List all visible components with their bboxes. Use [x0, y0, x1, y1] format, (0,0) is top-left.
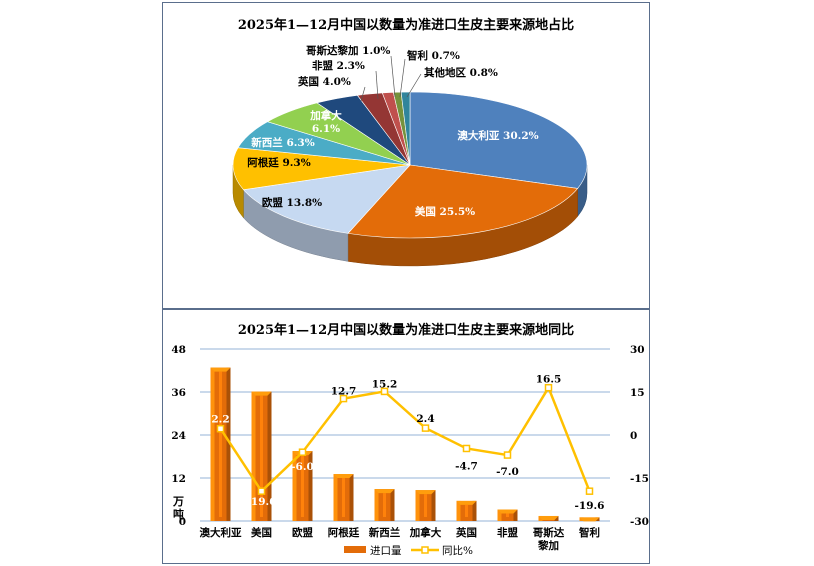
- pie-leader-line-8: [390, 55, 396, 98]
- pie-leader-line-7: [375, 70, 379, 100]
- yoy-point-4: [380, 387, 389, 396]
- yoy-point-0: [216, 424, 225, 433]
- pie-label-4: 新西兰 6.3%: [251, 136, 314, 149]
- bar-chart-title: 2025年1—12月中国以数量为准进口生皮主要来源地同比: [237, 323, 575, 338]
- pie-label-0: 澳大利亚 30.2%: [457, 129, 538, 142]
- category-label-5: 加拿大: [409, 526, 442, 539]
- pie-label-group: 澳大利亚 30.2% 美国 25.5% 欧盟 13.8% 阿根廷 9.3% 新西兰 6.…: [247, 44, 538, 218]
- yoy-point-6: [462, 444, 471, 453]
- bar-7: [497, 509, 518, 521]
- right-tick-label: 0: [630, 430, 637, 442]
- right-tick-label: 30: [630, 344, 645, 356]
- pie-label-5: 加拿大 6.1%: [309, 109, 342, 135]
- bar-line-chart: 0 12 24 36 48 -30 -15 0 15 30 万吨 2.2 -19.6 -6.0 12.7 15…: [171, 344, 649, 557]
- yoy-data-label-9: -19.6: [575, 500, 605, 512]
- yoy-line: [219, 384, 591, 494]
- yoy-point-8: [544, 383, 553, 392]
- pie-slice-2: [242, 164, 411, 234]
- category-label-6: 英国: [455, 526, 477, 539]
- yoy-data-label-2: -6.0: [291, 461, 314, 473]
- pie-label-8: 哥斯达黎加 1.0%: [306, 44, 390, 57]
- pie-top-group: [232, 91, 588, 239]
- pie-side-group: [232, 164, 588, 267]
- pie-slice-0: [409, 91, 588, 189]
- pie-chart-title: 2025年1—12月中国以数量为准进口生皮主要来源地占比: [237, 18, 575, 33]
- yoy-point-2: [298, 448, 307, 456]
- left-tick-label: 0: [179, 516, 186, 528]
- bar-2: [292, 451, 313, 521]
- yoy-data-label-6: -4.7: [455, 460, 478, 472]
- yoy-data-label-5: 2.4: [416, 413, 434, 425]
- category-label-1: 美国: [251, 526, 272, 539]
- bar-8: [538, 515, 559, 521]
- right-tick-label: -15: [630, 473, 649, 485]
- legend: 进口量 同比%: [344, 544, 473, 557]
- yoy-data-label-4: 15.2: [372, 378, 398, 390]
- pie-chart-panel: 2025年1—12月中国以数量为准进口生皮主要来源地占比 澳大利亚 30.2% 美…: [162, 2, 650, 309]
- left-tick-label: 48: [171, 344, 186, 356]
- bar-4: [374, 489, 395, 521]
- bar-series-group: [210, 367, 600, 522]
- legend-swatch-bar: [344, 546, 366, 553]
- legend-label-bar: 进口量: [370, 545, 402, 557]
- bar-line-chart-panel: 2025年1—12月中国以数量为准进口生皮主要来源地同比 0 12 24 36 48 -3…: [162, 309, 650, 564]
- right-tick-label: 15: [630, 387, 645, 399]
- category-label-7: 非盟: [497, 526, 518, 539]
- category-label-9: 智利: [578, 526, 600, 539]
- yoy-data-label-0: 2.2: [211, 414, 229, 426]
- pie-label-9: 智利 0.7%: [406, 49, 460, 62]
- bar-0: [210, 367, 231, 521]
- category-label-3: 阿根廷: [328, 526, 360, 539]
- pie-label-10: 其他地区 0.8%: [424, 66, 498, 79]
- pie-leader-line-10: [406, 73, 422, 98]
- left-tick-label: 12: [171, 473, 186, 485]
- bar-3: [333, 474, 354, 521]
- legend-label-line: 同比%: [442, 544, 473, 557]
- pie-slice-1: [347, 164, 579, 239]
- line-series-group: 2.2 -19.6 -6.0 12.7 15.2 2.4 -4.7 -7.0 16.5 -19.6: [211, 374, 604, 512]
- yoy-point-1: [257, 487, 266, 495]
- yoy-data-label-1: -19.6: [247, 496, 277, 508]
- category-label-4: 新西兰: [369, 526, 401, 539]
- bar-9: [579, 517, 600, 522]
- pie-label-2: 欧盟 13.8%: [262, 196, 322, 209]
- bar-6: [456, 500, 477, 521]
- category-label-8: 哥斯达黎加: [533, 526, 565, 552]
- left-tick-label: 36: [171, 387, 186, 399]
- yoy-point-9: [585, 487, 594, 495]
- left-axis-unit-label: 万吨: [172, 495, 184, 521]
- pie-slice-3: [232, 147, 411, 191]
- pie-chart: 澳大利亚 30.2% 美国 25.5% 欧盟 13.8% 阿根廷 9.3% 新西兰 6.…: [232, 44, 588, 267]
- category-label-0: 澳大利亚: [200, 526, 242, 539]
- pie-label-6: 英国 4.0%: [297, 75, 351, 88]
- pie-leader-line-6: [360, 86, 366, 102]
- pie-label-1: 美国 25.5%: [415, 205, 475, 218]
- yoy-point-7: [503, 451, 512, 459]
- pie-leader-line-9: [399, 58, 406, 98]
- yoy-data-label-8: 16.5: [536, 374, 562, 386]
- category-label-2: 欧盟: [292, 526, 313, 539]
- bar-5: [415, 490, 436, 521]
- yoy-data-label-7: -7.0: [496, 466, 519, 478]
- right-tick-label: -30: [630, 516, 649, 528]
- yoy-point-3: [339, 394, 348, 403]
- pie-label-7: 非盟 2.3%: [312, 59, 365, 72]
- yoy-data-label-3: 12.7: [331, 386, 357, 398]
- pie-label-3: 阿根廷 9.3%: [247, 156, 310, 169]
- left-tick-label: 24: [171, 430, 186, 442]
- yoy-point-5: [421, 424, 430, 432]
- bar-1: [251, 391, 272, 521]
